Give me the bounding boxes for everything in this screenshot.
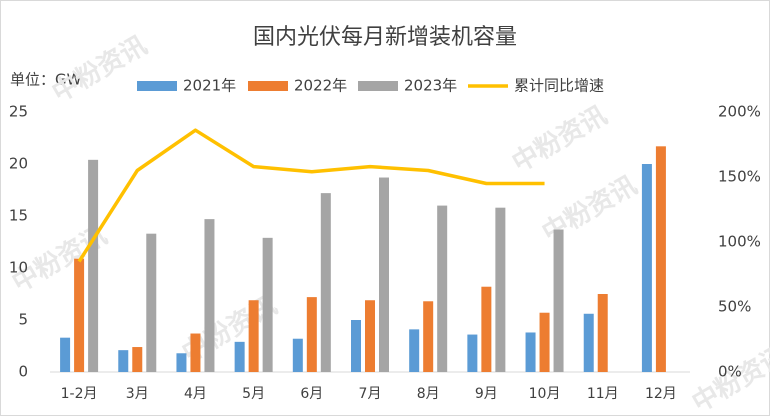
- bar: [437, 205, 448, 372]
- x-tick-label: 4月: [184, 386, 207, 402]
- x-tick-label: 12月: [645, 386, 677, 402]
- legend-swatch: [137, 81, 177, 91]
- y-tick-label: 5: [18, 311, 28, 329]
- y2-tick-label: 50%: [718, 298, 751, 316]
- x-tick-label: 8月: [417, 386, 440, 402]
- bar: [248, 300, 259, 372]
- bar: [234, 341, 245, 372]
- y-tick-label: 20: [9, 155, 28, 173]
- bar: [423, 301, 434, 372]
- legend-label: 2023年: [404, 77, 457, 95]
- bar: [292, 338, 303, 372]
- y-axis-title: 单位：GW: [10, 71, 82, 89]
- y-tick-label: 0: [18, 363, 28, 381]
- x-tick-label: 7月: [359, 386, 382, 402]
- bar: [583, 313, 594, 372]
- line: [77, 128, 545, 263]
- y2-tick-label: 100%: [718, 233, 761, 251]
- y2-tick-label: 150%: [718, 168, 761, 186]
- bar: [132, 347, 143, 372]
- legend-swatch: [248, 81, 288, 91]
- legend-label: 2021年: [183, 77, 236, 95]
- bar: [306, 297, 317, 372]
- bar: [597, 294, 608, 372]
- bar: [118, 350, 129, 372]
- x-tick-label: 3月: [126, 386, 149, 402]
- bar: [467, 334, 478, 372]
- bar: [60, 337, 71, 372]
- bar: [88, 159, 99, 372]
- y-tick-label: 15: [9, 207, 28, 225]
- chart-title: 国内光伏每月新增装机容量: [253, 25, 517, 50]
- bar: [320, 193, 331, 372]
- bar: [525, 332, 536, 372]
- bar: [74, 258, 85, 372]
- bar: [190, 333, 201, 372]
- bar: [204, 219, 215, 372]
- bar: [351, 320, 361, 372]
- bar: [495, 207, 506, 372]
- bar: [379, 177, 389, 372]
- bar: [146, 233, 157, 372]
- y2-tick-label: 200%: [718, 103, 761, 121]
- bar: [641, 164, 652, 372]
- x-tick-label: 10月: [529, 386, 561, 402]
- x-tick-label: 6月: [300, 386, 323, 402]
- bar: [553, 229, 564, 372]
- legend-swatch: [358, 81, 398, 91]
- legend-label: 累计同比增速: [514, 77, 604, 95]
- x-tick-label: 11月: [587, 386, 619, 402]
- x-tick-label: 9月: [475, 386, 498, 402]
- bar: [539, 312, 550, 372]
- x-tick-label: 5月: [242, 386, 265, 402]
- bar: [262, 237, 273, 372]
- bar: [481, 286, 492, 372]
- y2-tick-label: 0%: [718, 363, 742, 381]
- bar: [655, 146, 666, 372]
- legend-label: 2022年: [294, 77, 347, 95]
- y-tick-label: 25: [9, 103, 28, 121]
- y-tick-label: 10: [9, 259, 28, 277]
- bar: [409, 329, 420, 372]
- bar: [365, 300, 375, 372]
- x-tick-label: 1-2月: [61, 386, 98, 402]
- bar: [176, 353, 187, 372]
